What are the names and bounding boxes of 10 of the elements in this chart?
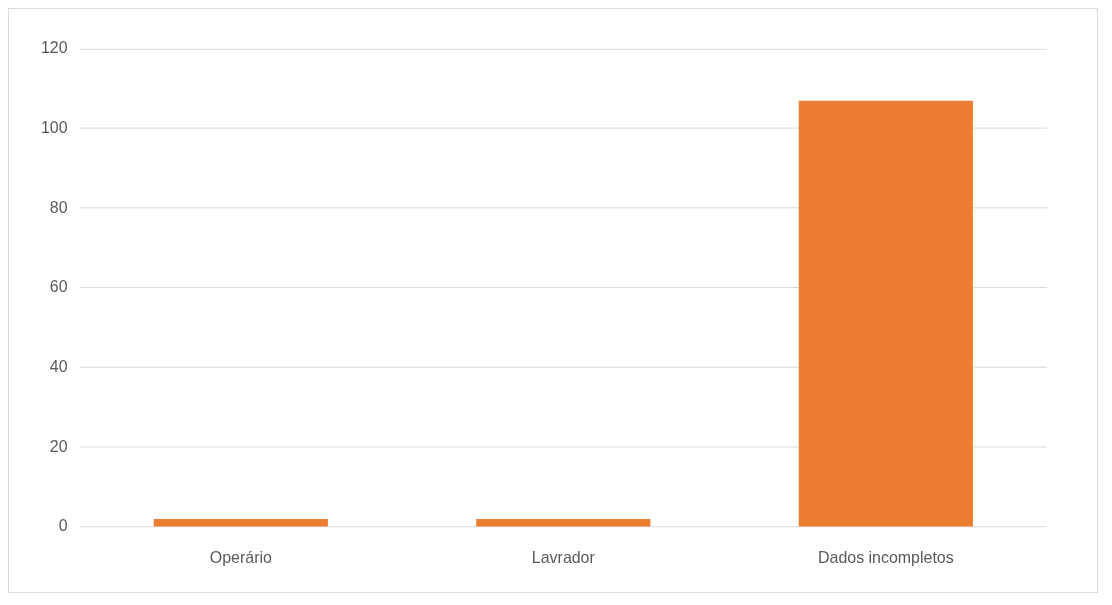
y-tick-label: 120 xyxy=(40,39,68,57)
y-tick-label: 0 xyxy=(58,517,68,535)
y-tick-label: 100 xyxy=(40,118,68,136)
y-tick-label: 40 xyxy=(49,358,68,376)
x-tick-label: Operário xyxy=(209,548,272,566)
x-tick-label: Lavrador xyxy=(531,548,596,566)
y-tick-label: 60 xyxy=(49,278,68,296)
y-tick-label: 20 xyxy=(49,437,68,455)
x-tick-label: Dados incompletos xyxy=(818,548,954,566)
y-tick-label: 80 xyxy=(49,198,68,216)
